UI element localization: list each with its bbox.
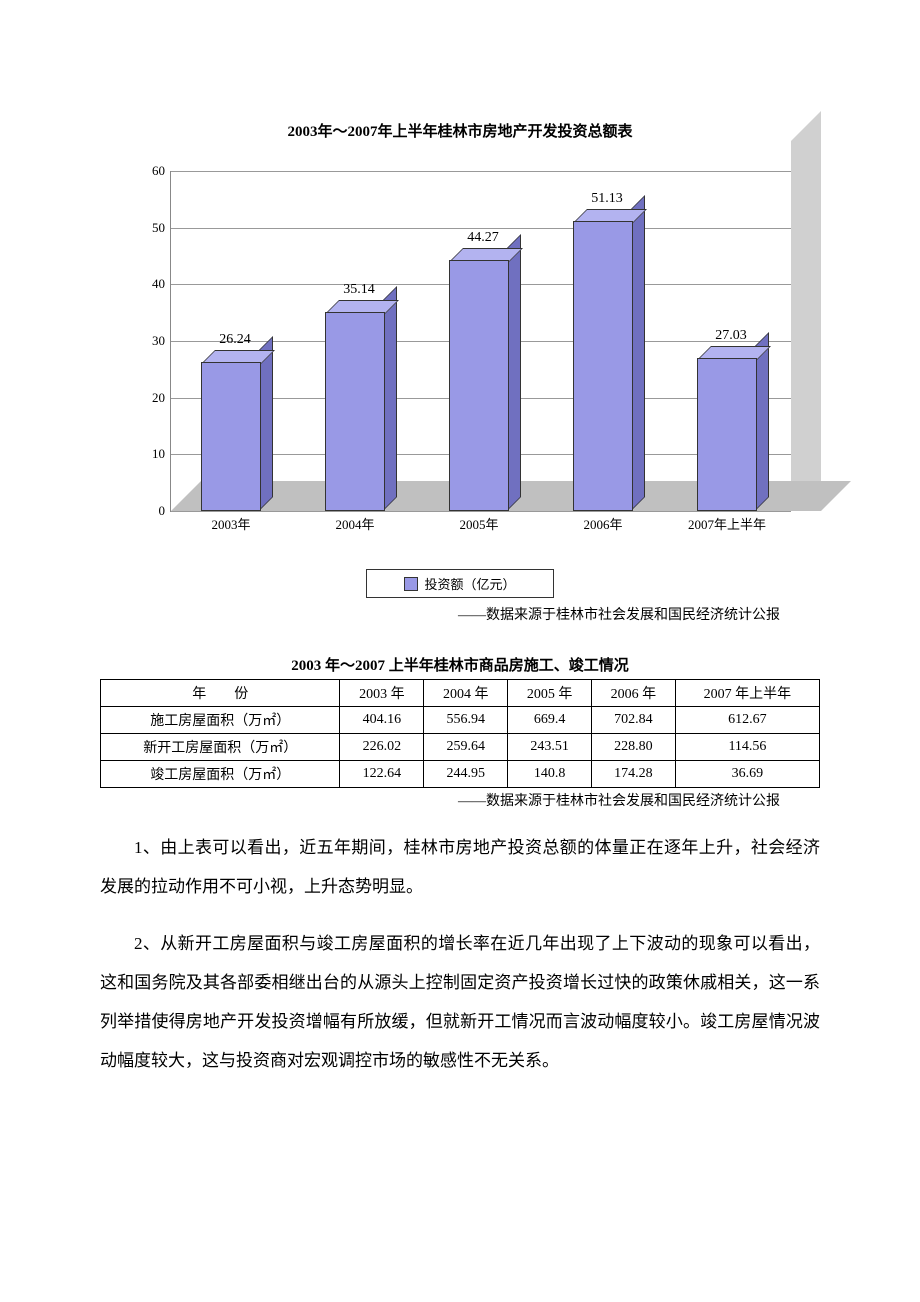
paragraph-2: 2、从新开工房屋面积与竣工房屋面积的增长率在近几年出现了上下波动的现象可以看出，… <box>100 924 820 1080</box>
table-cell: 404.16 <box>340 707 424 734</box>
y-tick-label: 40 <box>131 276 165 292</box>
x-tick-label: 2003年 <box>176 514 286 533</box>
bar-front <box>573 221 633 511</box>
y-tick-label: 0 <box>131 503 165 519</box>
gridline <box>171 171 791 172</box>
data-table: 年 份 2003 年 2004 年 2005 年 2006 年 2007 年上半… <box>100 679 820 788</box>
legend-label: 投资额（亿元） <box>424 574 515 593</box>
x-tick-label: 2007年上半年 <box>672 514 782 533</box>
bar: 27.03 <box>697 358 757 511</box>
table-cell: 226.02 <box>340 734 424 761</box>
table-cell: 612.67 <box>675 707 819 734</box>
col-header: 2005 年 <box>508 680 592 707</box>
bar: 44.27 <box>449 260 509 511</box>
y-tick-label: 10 <box>131 446 165 462</box>
page: 2003年～2007年上半年桂林市房地产开发投资总额表 010203040506… <box>0 0 920 1178</box>
table-source: ——数据来源于桂林市社会发展和国民经济统计公报 <box>100 790 780 810</box>
table-cell: 243.51 <box>508 734 592 761</box>
table-cell: 122.64 <box>340 761 424 788</box>
bar-front <box>697 358 757 511</box>
table-header-row: 年 份 2003 年 2004 年 2005 年 2006 年 2007 年上半… <box>101 680 820 707</box>
bar-side <box>383 286 397 511</box>
y-tick-label: 60 <box>131 163 165 179</box>
bar-value-label: 26.24 <box>195 332 275 348</box>
bar-value-label: 27.03 <box>691 328 771 344</box>
legend-swatch-icon <box>404 577 418 591</box>
bar-front <box>325 312 385 511</box>
col-header: 2006 年 <box>592 680 676 707</box>
gridline <box>171 511 791 512</box>
bar-value-label: 35.14 <box>319 282 399 298</box>
table-cell: 244.95 <box>424 761 508 788</box>
table-cell: 36.69 <box>675 761 819 788</box>
bar-side <box>631 195 645 511</box>
y-tick-label: 50 <box>131 220 165 236</box>
x-tick-label: 2006年 <box>548 514 658 533</box>
table-row: 新开工房屋面积（万㎡）226.02259.64243.51228.80114.5… <box>101 734 820 761</box>
bar: 26.24 <box>201 362 261 511</box>
y-tick-label: 20 <box>131 390 165 406</box>
row-label: 施工房屋面积（万㎡） <box>101 707 340 734</box>
table-cell: 114.56 <box>675 734 819 761</box>
bar-front <box>201 362 261 511</box>
chart-source: ——数据来源于桂林市社会发展和国民经济统计公报 <box>100 604 780 624</box>
chart-wall <box>791 111 821 511</box>
bar-chart: 010203040506026.242003年35.142004年44.2720… <box>110 171 810 551</box>
y-tick-label: 30 <box>131 333 165 349</box>
table-cell: 556.94 <box>424 707 508 734</box>
col-header-year: 年 份 <box>101 680 340 707</box>
table-cell: 669.4 <box>508 707 592 734</box>
bar: 35.14 <box>325 312 385 511</box>
gridline <box>171 228 791 229</box>
table-cell: 174.28 <box>592 761 676 788</box>
bar-value-label: 51.13 <box>567 191 647 207</box>
x-tick-label: 2004年 <box>300 514 410 533</box>
table-cell: 140.8 <box>508 761 592 788</box>
table-row: 施工房屋面积（万㎡）404.16556.94669.4702.84612.67 <box>101 707 820 734</box>
bar-value-label: 44.27 <box>443 230 523 246</box>
bar-front <box>449 260 509 511</box>
bar: 51.13 <box>573 221 633 511</box>
table-cell: 259.64 <box>424 734 508 761</box>
row-label: 竣工房屋面积（万㎡） <box>101 761 340 788</box>
table-cell: 702.84 <box>592 707 676 734</box>
paragraph-1: 1、由上表可以看出，近五年期间，桂林市房地产投资总额的体量正在逐年上升，社会经济… <box>100 828 820 906</box>
chart-legend: 投资额（亿元） <box>366 569 554 598</box>
table-row: 竣工房屋面积（万㎡）122.64244.95140.8174.2836.69 <box>101 761 820 788</box>
row-label: 新开工房屋面积（万㎡） <box>101 734 340 761</box>
col-header: 2003 年 <box>340 680 424 707</box>
bar-side <box>507 234 521 511</box>
plot-area: 010203040506026.242003年35.142004年44.2720… <box>170 171 791 512</box>
table-title: 2003 年～2007 上半年桂林市商品房施工、竣工情况 <box>100 654 820 675</box>
table-cell: 228.80 <box>592 734 676 761</box>
col-header: 2007 年上半年 <box>675 680 819 707</box>
chart-title: 2003年～2007年上半年桂林市房地产开发投资总额表 <box>100 120 820 141</box>
col-header: 2004 年 <box>424 680 508 707</box>
x-tick-label: 2005年 <box>424 514 534 533</box>
